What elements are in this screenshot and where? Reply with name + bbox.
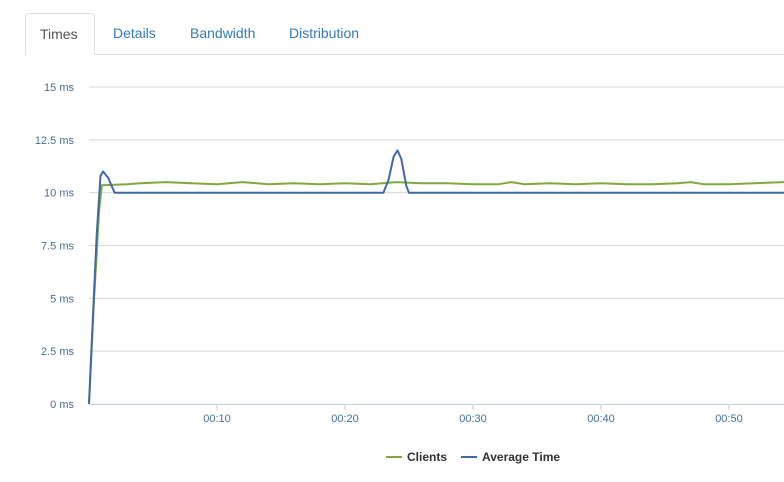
y-tick-label: 5 ms — [50, 293, 74, 305]
tab-distribution[interactable]: Distribution — [289, 25, 360, 41]
y-tick-label: 12.5 ms — [35, 135, 75, 147]
legend[interactable]: Clients Average Time — [386, 450, 560, 464]
series-line-average-time — [88, 149, 784, 405]
series-line-clients — [88, 181, 784, 405]
y-tick-label: 15 ms — [44, 82, 74, 94]
y-tick-label: 7.5 ms — [41, 241, 75, 253]
y-tick-label: 10 ms — [44, 188, 74, 200]
tab-bar-divider — [25, 54, 784, 55]
times-chart: 0 ms 2.5 ms 5 ms 7.5 ms 10 ms 12.5 ms 15 ms 00… — [35, 82, 784, 464]
tab-times[interactable]: Times — [25, 13, 95, 55]
y-axis-tick-labels: 0 ms 2.5 ms 5 ms 7.5 ms 10 ms 12.5 ms 15 ms — [35, 82, 75, 411]
x-tick-label: 00:50 — [715, 413, 743, 425]
x-axis: 00:10 00:20 00:30 00:40 00:50 — [89, 404, 784, 425]
x-tick-label: 00:30 — [459, 413, 487, 425]
tab-bar: Times Details Bandwidth Distribution — [0, 0, 784, 55]
series-lines — [88, 149, 784, 405]
legend-item-average-time[interactable]: Average Time — [482, 450, 560, 464]
y-tick-label: 2.5 ms — [41, 346, 75, 358]
x-tick-label: 00:20 — [331, 413, 359, 425]
x-tick-label: 00:40 — [587, 413, 615, 425]
tab-details[interactable]: Details — [113, 25, 156, 41]
x-tick-label: 00:10 — [203, 413, 231, 425]
y-tick-label: 0 ms — [50, 399, 74, 411]
legend-item-clients[interactable]: Clients — [407, 450, 447, 464]
tab-bandwidth[interactable]: Bandwidth — [190, 25, 256, 41]
grid-lines — [89, 86, 784, 352]
